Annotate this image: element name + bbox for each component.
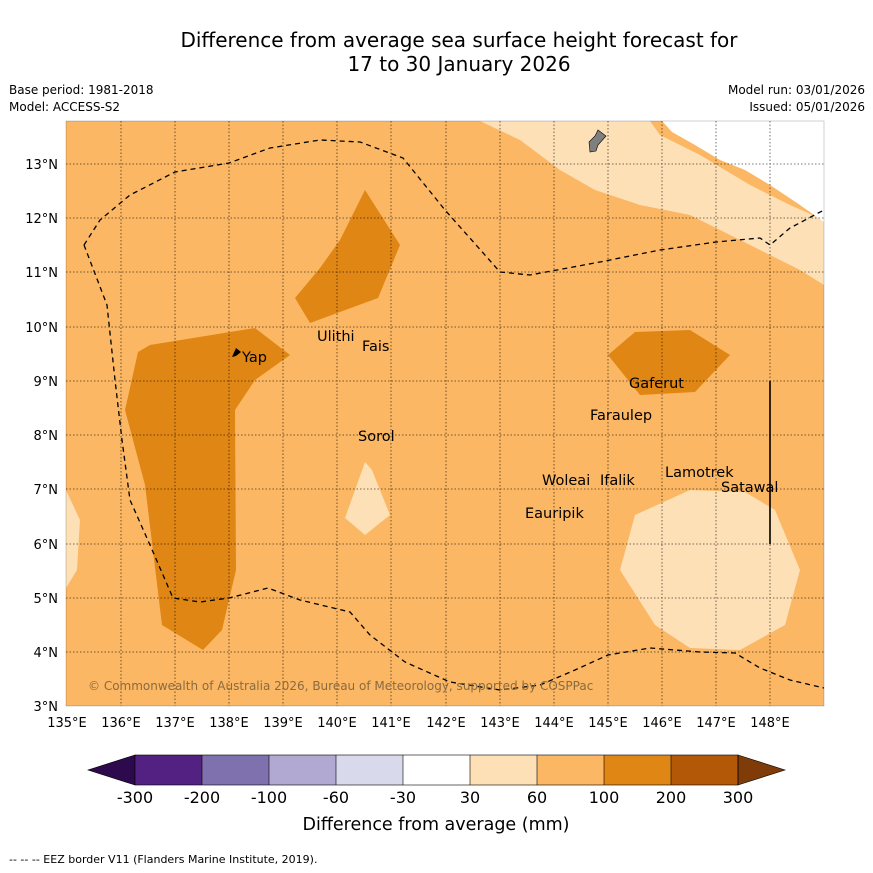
colorbar-label: 300 (723, 788, 754, 807)
place-labels: Yap Ulithi Fais Gaferut Faraulep Sorol W… (241, 329, 778, 522)
colorbar-dividers (201, 755, 672, 785)
lat-tick: 8°N (34, 429, 59, 444)
anomaly-light-sorol (345, 462, 390, 535)
lon-tick: 138°E (209, 716, 249, 731)
place-ifalik: Ifalik (600, 473, 635, 489)
anomaly-light-west-edge (66, 490, 80, 588)
lat-tick: 7°N (34, 483, 59, 498)
copyright-text: © Commonwealth of Australia 2026, Bureau… (88, 679, 593, 693)
colorbar-bin (202, 755, 269, 785)
lat-tick: 12°N (25, 212, 58, 227)
lat-tick: 10°N (25, 321, 58, 336)
eez-border (83, 139, 824, 691)
anomaly-dark-gaferut (608, 330, 730, 395)
lon-tick: 135°E (47, 716, 87, 731)
lon-tick: 142°E (426, 716, 466, 731)
place-faraulep: Faraulep (590, 408, 652, 424)
lon-tick: 147°E (696, 716, 736, 731)
place-satawal: Satawal (721, 480, 778, 496)
yap-island (232, 348, 241, 357)
lat-tick: 9°N (34, 375, 59, 390)
anomaly-white-top-right (662, 121, 824, 222)
lon-tick: 141°E (371, 716, 411, 731)
lon-tick: 140°E (317, 716, 357, 731)
place-sorol: Sorol (358, 429, 395, 445)
latitude-ticks: 13°N 12°N 11°N 10°N 9°N 8°N 7°N 6°N 5°N … (25, 158, 58, 715)
colorbar-label: 60 (527, 788, 547, 807)
guam-island (588, 129, 607, 153)
lon-tick: 146°E (642, 716, 682, 731)
colorbar-bin (269, 755, 336, 785)
lon-tick: 136°E (101, 716, 141, 731)
place-lamotrek: Lamotrek (665, 465, 734, 481)
model-run: Model run: 03/01/2026 (727, 83, 865, 97)
lat-tick: 3°N (34, 700, 59, 715)
lon-tick: 143°E (480, 716, 520, 731)
lat-tick: 13°N (25, 158, 58, 173)
colorbar-label: -30 (390, 788, 416, 807)
footnote: -- -- -- EEZ border V11 (Flanders Marine… (9, 853, 318, 866)
colorbar-outline (134, 754, 739, 786)
lon-tick: 137°E (155, 716, 195, 731)
place-woleai: Woleai (542, 473, 590, 489)
base-period: Base period: 1981-2018 (9, 83, 154, 97)
colorbar-label: 100 (589, 788, 620, 807)
colorbar-label: 200 (656, 788, 687, 807)
colorbar-extend-high (737, 754, 786, 786)
colorbar-label: -100 (251, 788, 287, 807)
lat-tick: 5°N (34, 592, 59, 607)
colorbar-bin (671, 755, 738, 785)
colorbar-bin (403, 755, 470, 785)
map-area: Yap Ulithi Fais Gaferut Faraulep Sorol W… (66, 121, 824, 706)
chart-title: Difference from average sea surface heig… (0, 28, 873, 76)
place-fais: Fais (362, 339, 389, 355)
colorbar-bin (336, 755, 403, 785)
lon-tick: 144°E (534, 716, 574, 731)
colorbar-bin (537, 755, 604, 785)
place-ulithi: Ulithi (317, 329, 355, 345)
model-name: Model: ACCESS-S2 (9, 100, 121, 114)
anomaly-light-top-right (480, 121, 824, 285)
lat-tick: 6°N (34, 538, 59, 553)
colorbar-bin (470, 755, 537, 785)
meta-left: Base period: 1981-2018 Model: ACCESS-S2 (9, 82, 154, 116)
place-gaferut: Gaferut (629, 376, 684, 392)
title-line-2: 17 to 30 January 2026 (347, 52, 571, 76)
colorbar-label: -200 (184, 788, 220, 807)
lat-tick: 4°N (34, 646, 59, 661)
lon-tick: 139°E (263, 716, 303, 731)
colorbar-bin (135, 755, 202, 785)
anomaly-dark-fais (295, 190, 400, 323)
colorbar-label: 30 (460, 788, 480, 807)
issued-date: Issued: 05/01/2026 (749, 100, 865, 114)
map-frame (65, 120, 825, 707)
colorbar-label: -60 (323, 788, 349, 807)
anomaly-light-southeast (620, 490, 800, 650)
colorbar: -300 -200 -100 -60 -30 30 60 100 200 300… (87, 754, 786, 835)
meta-right: Model run: 03/01/2026 Issued: 05/01/2026 (728, 82, 865, 116)
place-eauripik: Eauripik (525, 506, 584, 522)
lat-tick: 11°N (25, 266, 58, 281)
place-yap: Yap (241, 350, 267, 366)
title-line-1: Difference from average sea surface heig… (180, 28, 738, 52)
longitude-ticks: 135°E 136°E 137°E 138°E 139°E 140°E 141°… (47, 716, 790, 731)
lon-tick: 145°E (588, 716, 628, 731)
colorbar-extend-low (87, 754, 136, 786)
lon-tick: 148°E (750, 716, 790, 731)
colorbar-labels: -300 -200 -100 -60 -30 30 60 100 200 300 (117, 788, 753, 807)
colorbar-label: -300 (117, 788, 153, 807)
colorbar-title: Difference from average (mm) (302, 815, 569, 835)
colorbar-bin (604, 755, 671, 785)
grid-lines (66, 121, 824, 706)
